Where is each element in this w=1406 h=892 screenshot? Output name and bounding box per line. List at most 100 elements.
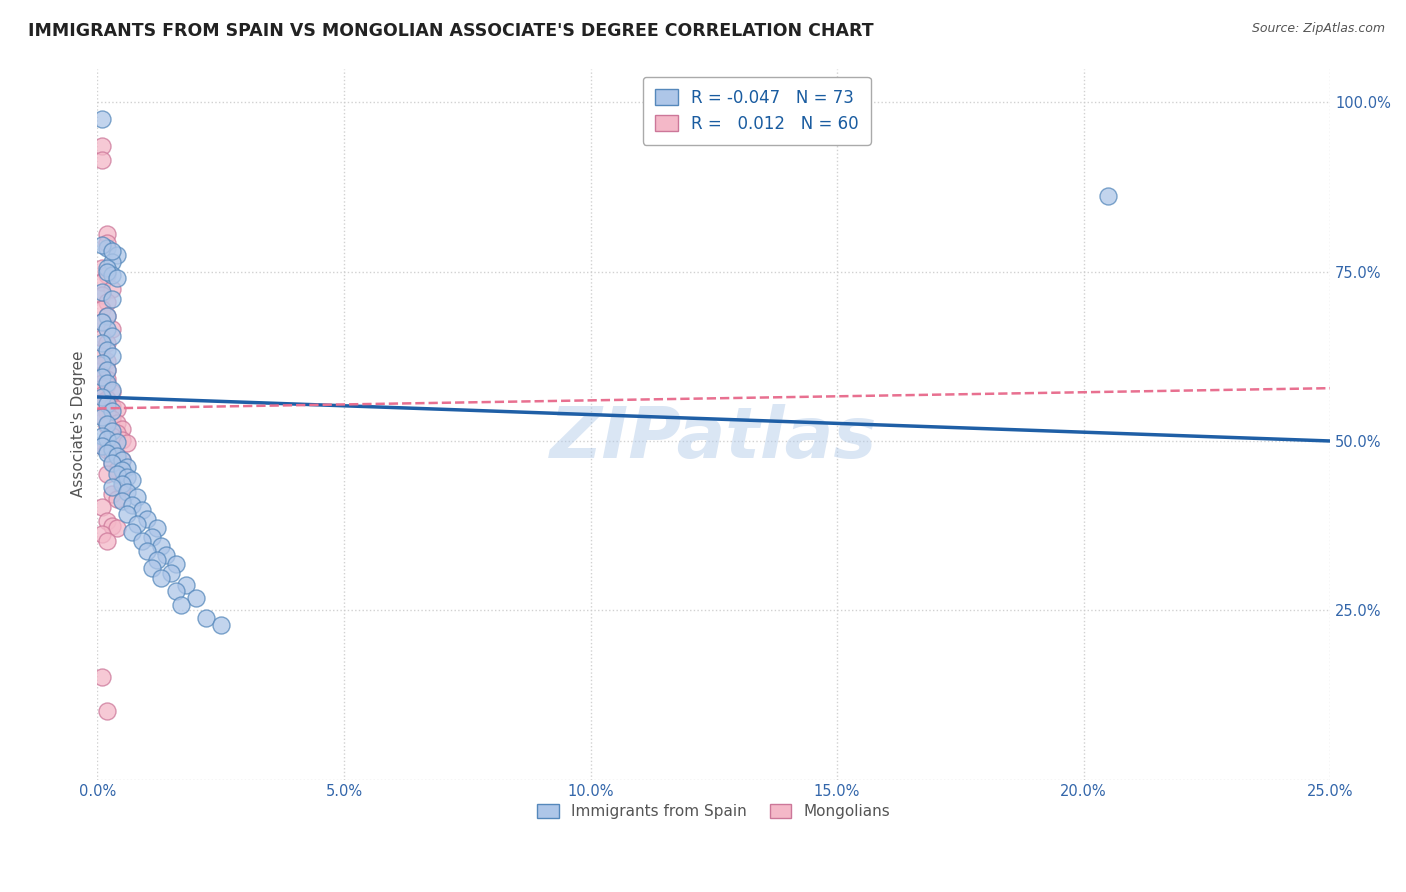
Point xyxy=(96,432,118,446)
Point xyxy=(91,376,114,390)
Point xyxy=(96,704,118,718)
Point xyxy=(91,439,114,453)
Point xyxy=(91,369,114,384)
Point xyxy=(91,381,114,395)
Point xyxy=(125,516,148,531)
Point xyxy=(101,446,124,460)
Point xyxy=(170,598,193,612)
Point xyxy=(101,480,124,494)
Point xyxy=(91,261,114,276)
Point xyxy=(105,463,128,477)
Point xyxy=(96,261,118,276)
Point xyxy=(101,429,124,443)
Text: Source: ZipAtlas.com: Source: ZipAtlas.com xyxy=(1251,22,1385,36)
Point xyxy=(101,518,124,533)
Point xyxy=(96,335,118,350)
Point xyxy=(101,282,124,296)
Point xyxy=(91,670,114,684)
Point xyxy=(96,372,118,386)
Point xyxy=(155,548,177,562)
Point xyxy=(111,433,134,447)
Point xyxy=(96,295,118,310)
Point xyxy=(111,463,134,477)
Point xyxy=(105,248,128,262)
Point xyxy=(96,322,118,336)
Point xyxy=(115,484,138,499)
Point xyxy=(101,399,124,413)
Point xyxy=(96,363,118,377)
Point xyxy=(111,476,134,491)
Point xyxy=(194,611,217,625)
Point xyxy=(160,566,183,580)
Point xyxy=(101,403,124,417)
Point xyxy=(115,507,138,521)
Point xyxy=(91,428,114,442)
Text: ZIPatlas: ZIPatlas xyxy=(550,404,877,473)
Point xyxy=(141,530,163,544)
Point xyxy=(184,591,207,606)
Point xyxy=(101,424,124,438)
Point xyxy=(96,534,118,549)
Point xyxy=(91,349,114,363)
Point xyxy=(96,417,118,431)
Point xyxy=(101,442,124,456)
Point xyxy=(131,503,153,517)
Point xyxy=(101,268,124,282)
Point xyxy=(91,316,114,330)
Point xyxy=(91,368,114,382)
Point xyxy=(96,309,118,323)
Point xyxy=(105,450,128,464)
Point xyxy=(209,618,232,632)
Point xyxy=(91,288,114,302)
Point xyxy=(121,499,143,513)
Point xyxy=(1097,189,1119,203)
Point xyxy=(101,487,124,501)
Point xyxy=(111,493,134,508)
Point xyxy=(91,390,114,404)
Point xyxy=(145,521,167,535)
Point xyxy=(105,435,128,450)
Point xyxy=(91,335,114,350)
Point xyxy=(115,470,138,484)
Point xyxy=(96,378,118,392)
Point xyxy=(91,112,114,127)
Point xyxy=(125,490,148,504)
Point xyxy=(165,584,187,599)
Point xyxy=(111,480,134,494)
Point xyxy=(135,543,157,558)
Point xyxy=(91,500,114,515)
Point xyxy=(101,292,124,306)
Point xyxy=(101,322,124,336)
Point xyxy=(174,577,197,591)
Point xyxy=(101,383,124,397)
Point xyxy=(96,227,118,242)
Point xyxy=(96,236,118,251)
Point xyxy=(131,534,153,549)
Point xyxy=(115,436,138,450)
Point xyxy=(105,491,128,506)
Point xyxy=(91,285,114,299)
Point xyxy=(150,571,173,585)
Point xyxy=(165,558,187,572)
Point xyxy=(150,539,173,553)
Y-axis label: Associate's Degree: Associate's Degree xyxy=(72,351,86,498)
Point xyxy=(105,402,128,417)
Point xyxy=(111,453,134,467)
Point xyxy=(121,473,143,487)
Point xyxy=(91,358,114,372)
Point xyxy=(96,354,118,368)
Point xyxy=(96,392,118,406)
Point xyxy=(101,254,124,268)
Point xyxy=(115,459,138,474)
Point xyxy=(96,514,118,528)
Point xyxy=(105,521,128,535)
Point xyxy=(91,331,114,345)
Point xyxy=(91,439,114,453)
Point xyxy=(105,425,128,440)
Point xyxy=(91,410,114,425)
Point xyxy=(96,309,118,323)
Point xyxy=(91,388,114,402)
Point xyxy=(96,343,118,357)
Point xyxy=(111,453,134,467)
Point xyxy=(96,363,118,377)
